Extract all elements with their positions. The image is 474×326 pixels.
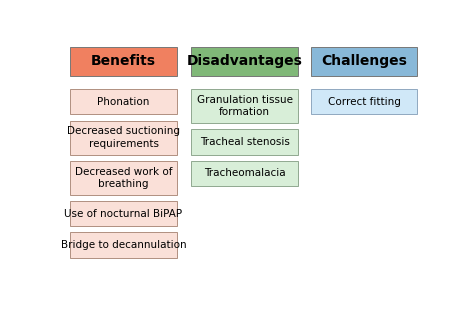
FancyBboxPatch shape [70,121,177,155]
Text: Tracheomalacia: Tracheomalacia [204,169,285,178]
FancyBboxPatch shape [70,161,177,195]
Text: Bridge to decannulation: Bridge to decannulation [61,240,186,250]
FancyBboxPatch shape [191,89,298,123]
FancyBboxPatch shape [191,129,298,155]
FancyBboxPatch shape [70,47,177,76]
Text: Granulation tissue
formation: Granulation tissue formation [197,95,293,117]
Text: Use of nocturnal BiPAP: Use of nocturnal BiPAP [64,209,182,218]
Text: Phonation: Phonation [97,97,150,107]
FancyBboxPatch shape [70,89,177,114]
FancyBboxPatch shape [191,47,298,76]
Text: Decreased suctioning
requirements: Decreased suctioning requirements [67,126,180,149]
Text: Benefits: Benefits [91,54,156,68]
FancyBboxPatch shape [70,232,177,258]
Text: Tracheal stenosis: Tracheal stenosis [200,137,290,147]
FancyBboxPatch shape [191,161,298,186]
FancyBboxPatch shape [311,47,418,76]
FancyBboxPatch shape [311,89,418,114]
Text: Challenges: Challenges [321,54,407,68]
Text: Correct fitting: Correct fitting [328,97,401,107]
Text: Disadvantages: Disadvantages [187,54,303,68]
FancyBboxPatch shape [70,201,177,226]
Text: Decreased work of
breathing: Decreased work of breathing [75,167,172,189]
